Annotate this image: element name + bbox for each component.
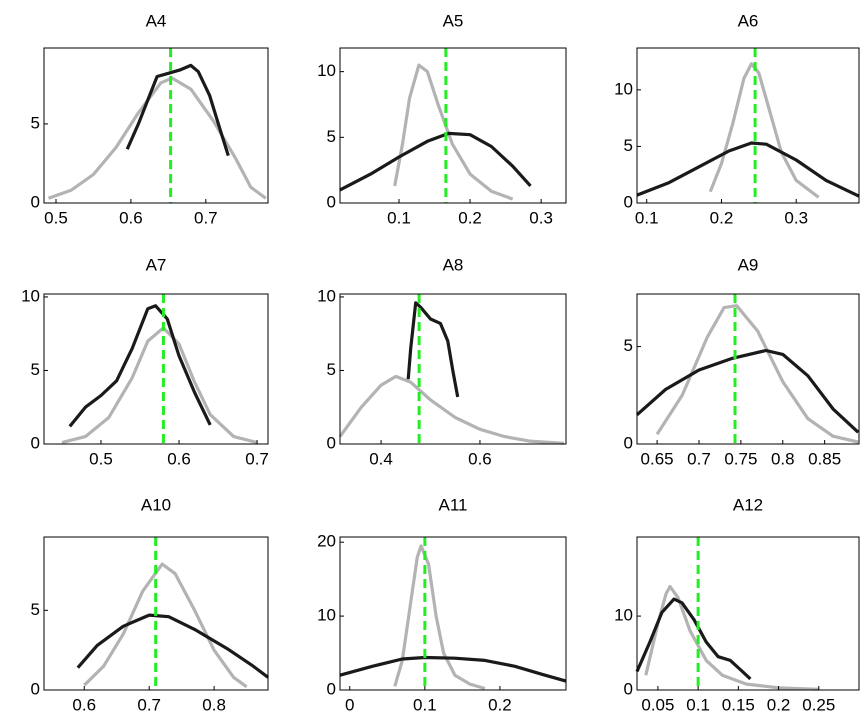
- curve: [636, 141, 860, 198]
- x-tick-label: 0.3: [784, 208, 808, 227]
- axes-box: [636, 536, 860, 691]
- x-tick-label: 0.05: [641, 695, 674, 714]
- chart-title: A8: [443, 255, 464, 274]
- axes-box: [339, 47, 567, 204]
- y-tick-label: 0: [624, 192, 633, 211]
- y-tick-label: 0: [327, 433, 336, 452]
- x-tick-label: 0.7: [194, 208, 218, 227]
- axes-box: [43, 293, 269, 445]
- y-tick-label: 5: [31, 600, 40, 619]
- x-tick-label: 0.6: [468, 449, 492, 468]
- chart-title: A11: [439, 495, 468, 514]
- y-tick-label: 0: [31, 433, 40, 452]
- x-tick-label: 0.25: [802, 695, 835, 714]
- curve: [393, 63, 514, 201]
- x-tick-label: 0.8: [771, 449, 795, 468]
- x-tick-label: 0.3: [529, 208, 553, 227]
- chart-title: A10: [141, 495, 171, 514]
- axes-box: [43, 536, 269, 691]
- x-tick-label: 0.2: [458, 208, 482, 227]
- x-tick-label: 0.1: [686, 695, 710, 714]
- x-tick-label: 0.2: [488, 695, 512, 714]
- x-tick-label: 0.75: [724, 449, 757, 468]
- curve: [47, 76, 267, 200]
- axes-box: [636, 293, 860, 445]
- x-tick-label: 0.8: [202, 695, 226, 714]
- y-tick-label: 10: [614, 606, 633, 625]
- axes-box: [339, 293, 567, 445]
- curve: [83, 562, 248, 689]
- axes-box: [339, 536, 567, 691]
- chart-title: A12: [733, 495, 763, 514]
- curve: [708, 62, 820, 199]
- x-tick-label: 0.1: [387, 208, 411, 227]
- axes-box: [636, 47, 860, 204]
- curve: [635, 348, 860, 434]
- y-tick-label: 0: [624, 433, 633, 452]
- y-tick-label: 5: [31, 113, 40, 132]
- y-tick-label: 10: [317, 61, 336, 80]
- curve: [76, 613, 269, 679]
- chart-title: A5: [443, 11, 464, 30]
- x-tick-label: 0.2: [767, 695, 791, 714]
- y-tick-label: 0: [327, 679, 336, 698]
- x-tick-label: 0.6: [119, 208, 143, 227]
- y-tick-label: 0: [327, 192, 336, 211]
- y-tick-label: 20: [317, 532, 336, 551]
- y-tick-label: 5: [327, 127, 336, 146]
- curve: [339, 131, 532, 192]
- x-tick-label: 0.1: [635, 208, 659, 227]
- y-tick-label: 5: [327, 360, 336, 379]
- x-tick-label: 0.5: [44, 208, 68, 227]
- x-tick-label: 0.65: [641, 449, 674, 468]
- y-tick-label: 10: [614, 79, 633, 98]
- x-tick-label: 0.2: [710, 208, 734, 227]
- x-tick-label: 0.7: [137, 695, 161, 714]
- chart-title: A4: [146, 11, 167, 30]
- y-tick-label: 5: [31, 360, 40, 379]
- x-tick-label: 0.7: [245, 449, 269, 468]
- x-tick-label: 0.5: [89, 449, 113, 468]
- y-tick-label: 10: [317, 606, 336, 625]
- y-tick-label: 0: [31, 192, 40, 211]
- curve: [406, 301, 460, 398]
- curve: [655, 304, 859, 444]
- chart-title: A9: [738, 255, 759, 274]
- x-tick-label: 0: [345, 695, 354, 714]
- curve: [393, 544, 486, 691]
- axes-box: [43, 47, 269, 204]
- y-tick-label: 10: [21, 286, 40, 305]
- curve: [68, 304, 212, 428]
- y-tick-label: 5: [624, 136, 633, 155]
- y-tick-label: 5: [624, 336, 633, 355]
- x-tick-label: 0.6: [167, 449, 191, 468]
- curve: [338, 374, 565, 445]
- curve: [339, 655, 567, 683]
- x-tick-label: 0.6: [72, 695, 96, 714]
- curve: [635, 597, 752, 681]
- y-tick-label: 0: [31, 679, 40, 698]
- y-tick-label: 10: [317, 286, 336, 305]
- x-tick-label: 0.7: [687, 449, 711, 468]
- y-tick-label: 0: [624, 679, 633, 698]
- x-tick-label: 0.4: [369, 449, 393, 468]
- curve: [644, 584, 819, 691]
- x-tick-label: 0.15: [722, 695, 755, 714]
- chart-title: A6: [738, 11, 759, 30]
- curve: [61, 326, 258, 445]
- chart-title: A7: [146, 255, 167, 274]
- curve: [125, 63, 230, 157]
- x-tick-label: 0.85: [808, 449, 841, 468]
- x-tick-label: 0.1: [413, 695, 437, 714]
